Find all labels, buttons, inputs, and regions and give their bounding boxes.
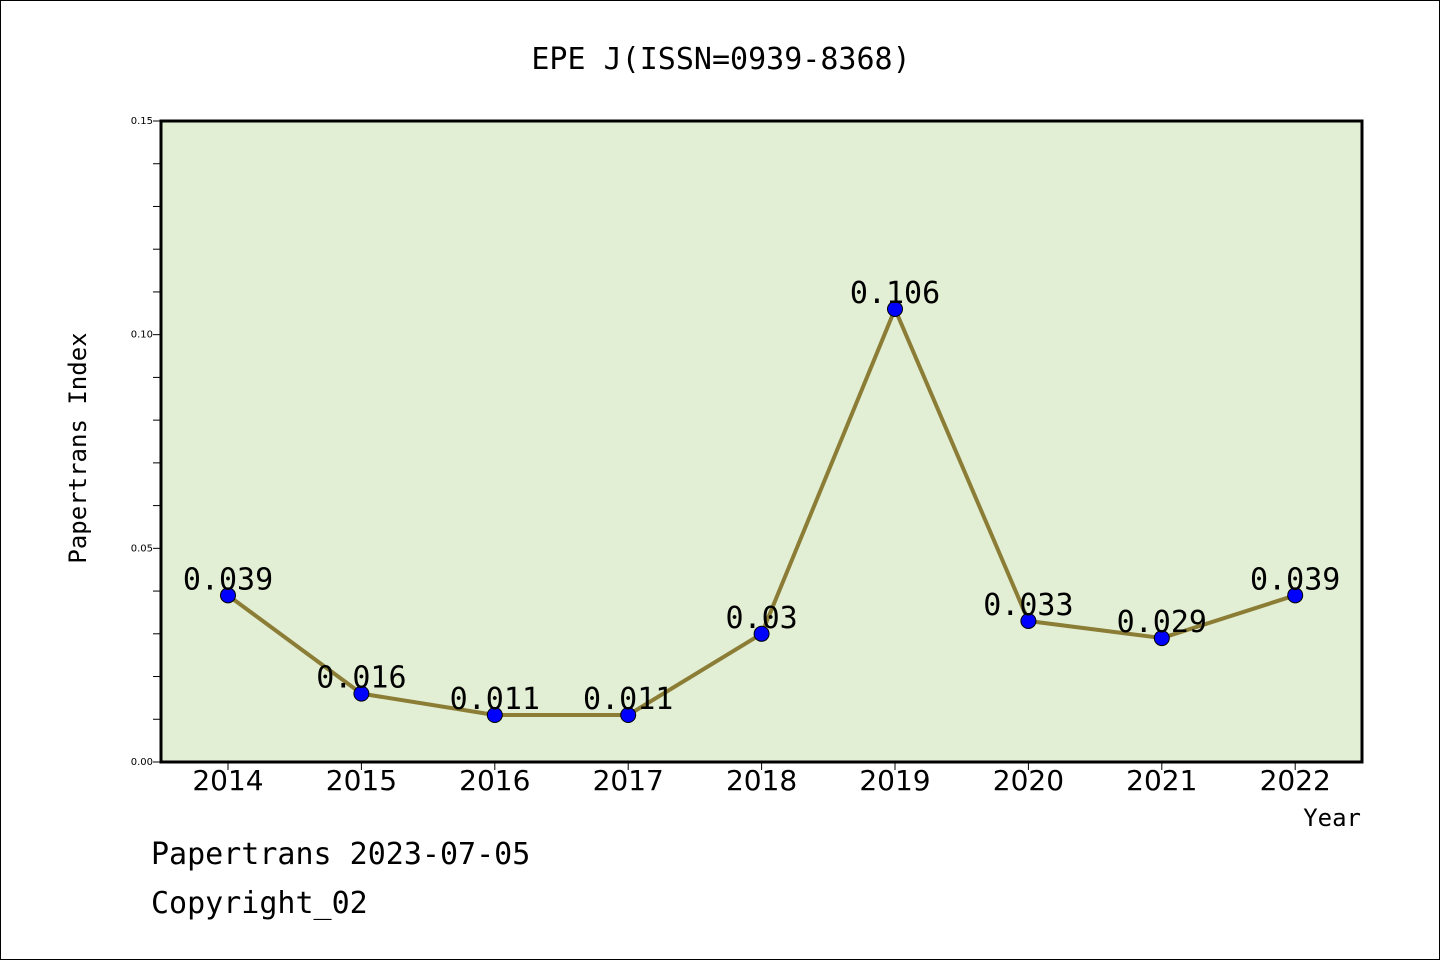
x-axis-label: Year	[1303, 804, 1361, 832]
x-tick-label: 2016	[459, 764, 530, 797]
data-point	[887, 301, 903, 318]
x-tick-label: 2017	[593, 764, 664, 797]
y-axis-label: Papertrans Index	[64, 332, 92, 563]
plot-area: 0.00 0.05 0.10 0.15 2014 2015 2016 2017 2018 2019…	[131, 116, 1364, 797]
x-tick-label: 2019	[859, 764, 930, 797]
data-label: 0.039	[183, 562, 273, 597]
y-tick-label: 0.05	[131, 543, 153, 554]
data-point	[353, 685, 370, 702]
data-label: 0.106	[850, 276, 940, 311]
x-tick-label: 2021	[1126, 764, 1197, 797]
data-point	[220, 587, 236, 604]
data-point	[1153, 630, 1170, 647]
data-label: 0.011	[450, 682, 540, 717]
y-tick-label: 0.10	[131, 330, 153, 341]
data-label: 0.03	[725, 601, 797, 636]
data-point	[620, 706, 637, 723]
data-label: 0.011	[583, 682, 673, 717]
data-label: 0.029	[1117, 605, 1207, 640]
data-label: 0.039	[1250, 562, 1340, 597]
plot-border	[159, 119, 1364, 764]
x-tick-label: 2018	[726, 764, 797, 797]
data-label: 0.033	[983, 588, 1073, 623]
data-point	[486, 706, 503, 723]
plot-background	[161, 121, 1362, 762]
footer-copyright: Copyright_02	[151, 886, 368, 921]
x-tick-label: 2014	[192, 764, 263, 797]
data-point	[1287, 587, 1304, 604]
x-tick-label: 2015	[326, 764, 397, 797]
footer-date: Papertrans 2023-07-05	[151, 837, 531, 872]
y-tick-label: 0.15	[131, 116, 153, 127]
x-tick-label: 2020	[993, 764, 1064, 797]
data-label: 0.016	[316, 661, 406, 696]
y-tick-label: 0.00	[131, 757, 153, 768]
data-point	[753, 625, 770, 642]
chart-title: EPE J(ISSN=0939-8368)	[531, 42, 910, 77]
data-point	[1020, 612, 1037, 629]
x-tick-label: 2022	[1260, 764, 1331, 797]
